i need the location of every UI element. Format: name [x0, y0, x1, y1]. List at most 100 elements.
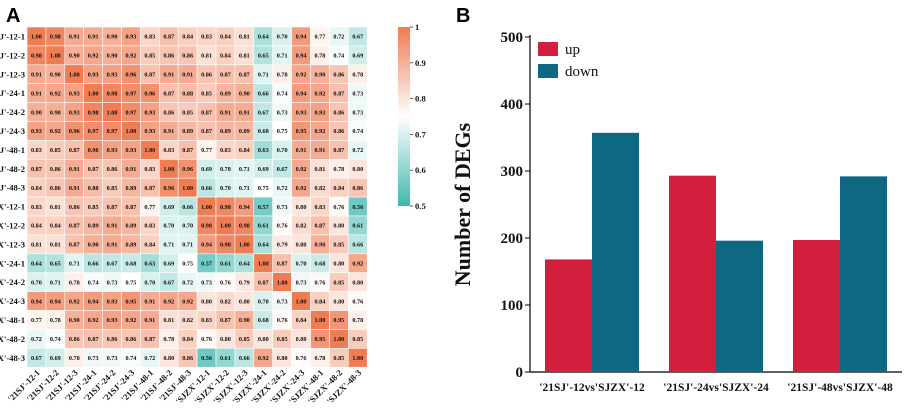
- heatmap-cell-value: 0.72: [182, 279, 193, 286]
- x-tick-label: '21SJ'-24vs'SJZX'-24: [663, 382, 769, 394]
- heatmap-cell-value: 0.70: [31, 279, 42, 286]
- heatmap-cell-value: 0.70: [220, 185, 231, 192]
- heatmap-cell-value: 0.80: [239, 298, 250, 305]
- heatmap-cell-value: 0.92: [50, 128, 61, 135]
- heatmap-cell-value: 0.86: [182, 53, 193, 60]
- heatmap-cell-value: 0.98: [107, 90, 118, 97]
- heatmap-cell-value: 0.84: [239, 147, 250, 154]
- heatmap-cell-value: 0.82: [182, 317, 193, 324]
- heatmap-cell-value: 0.86: [182, 355, 193, 362]
- heatmap-row-label: '21SJ'-48-3: [0, 183, 25, 193]
- heatmap-row-label: 'SJZX'-48-3: [0, 353, 25, 363]
- heatmap-cell-value: 0.69: [50, 355, 61, 362]
- heatmap-cell-value: 0.97: [126, 109, 137, 116]
- y-tick-label: 300: [501, 164, 524, 180]
- heatmap-cell-value: 0.88: [88, 185, 99, 192]
- heatmap-cell-value: 0.77: [144, 204, 155, 211]
- heatmap-cell-value: 0.97: [88, 128, 99, 135]
- heatmap-cell-value: 0.68: [315, 260, 326, 267]
- heatmap-cell-value: 0.91: [31, 71, 42, 78]
- heatmap-cell-value: 0.95: [333, 317, 344, 324]
- heatmap-cell-value: 1.00: [107, 109, 118, 116]
- heatmap-cell-value: 1.00: [277, 279, 288, 286]
- heatmap-cell-value: 0.87: [220, 71, 231, 78]
- heatmap-cell-value: 0.90: [69, 317, 80, 324]
- heatmap-cell-value: 1.00: [88, 90, 99, 97]
- heatmap-cell-value: 0.82: [220, 298, 231, 305]
- heatmap-cell-value: 0.85: [88, 204, 99, 211]
- heatmap-cell-value: 0.96: [88, 147, 99, 154]
- heatmap-cell-value: 0.83: [201, 34, 212, 41]
- heatmap-cell-value: 0.73: [107, 279, 118, 286]
- heatmap-cell-value: 0.73: [107, 355, 118, 362]
- heatmap-cell-value: 0.87: [144, 185, 155, 192]
- heatmap-cell-value: 1.00: [239, 242, 250, 249]
- heatmap-cell-value: 0.78: [315, 53, 326, 60]
- heatmap-cell-value: 0.87: [88, 336, 99, 343]
- heatmap-cell-value: 0.93: [107, 147, 118, 154]
- heatmap-cell-value: 0.86: [201, 71, 212, 78]
- colorbar: 0.5 0.6 0.7 0.8 0.9 1: [398, 22, 426, 211]
- bar-down: [840, 176, 887, 372]
- colorbar-tick-label: 0.9: [415, 58, 426, 68]
- heatmap-cell-value: 0.86: [163, 53, 174, 60]
- heatmap-cell-value: 0.86: [163, 109, 174, 116]
- heatmap-cell-value: 0.80: [258, 336, 269, 343]
- heatmap-cell-value: 0.69: [258, 166, 269, 173]
- heatmap-cell-value: 0.84: [144, 242, 155, 249]
- heatmap-cell-value: 0.80: [201, 298, 212, 305]
- heatmap-cell-value: 0.93: [315, 109, 326, 116]
- heatmap-cell-value: 0.74: [277, 90, 288, 97]
- heatmap-cell-value: 0.91: [88, 34, 99, 41]
- heatmap-cell-value: 0.94: [88, 298, 99, 305]
- heatmap-cell-value: 0.72: [333, 34, 344, 41]
- heatmap-cell-value: 0.86: [69, 204, 80, 211]
- heatmap-cell-value: 0.78: [277, 71, 288, 78]
- heatmap-cell-value: 0.86: [333, 128, 344, 135]
- heatmap-cell-value: 0.71: [69, 260, 80, 267]
- heatmap-cell-value: 0.80: [352, 166, 363, 173]
- heatmap-cell-value: 0.72: [31, 336, 42, 343]
- heatmap-cell-value: 0.67: [31, 355, 42, 362]
- heatmap-cell-value: 0.69: [163, 204, 174, 211]
- panel-b-letter: B: [456, 5, 470, 27]
- bar-down: [592, 132, 639, 372]
- heatmap-cell-value: 0.87: [126, 204, 137, 211]
- heatmap-cell-value: 0.85: [333, 279, 344, 286]
- heatmap-cell-value: 0.76: [333, 204, 344, 211]
- heatmap-cell-value: 1.00: [69, 71, 80, 78]
- heatmap-cell-value: 0.94: [296, 90, 307, 97]
- heatmap-row-label: '21SJ'-12-2: [0, 50, 25, 60]
- bar-up: [545, 259, 592, 372]
- x-tick-label: '21SJ'-12vs'SJZX'-12: [539, 382, 645, 394]
- heatmap-cell-value: 0.57: [258, 204, 269, 211]
- heatmap-cell-value: 0.70: [277, 147, 288, 154]
- heatmap-cell-value: 0.74: [50, 336, 61, 343]
- heatmap-cell-value: 0.91: [31, 90, 42, 97]
- heatmap-cell-value: 0.90: [315, 242, 326, 249]
- heatmap-cell-value: 0.87: [182, 147, 193, 154]
- heatmap-cell-value: 0.70: [258, 298, 269, 305]
- heatmap-cell-value: 0.91: [315, 147, 326, 154]
- heatmap-cell-value: 0.81: [50, 204, 61, 211]
- heatmap-cell-value: 0.81: [50, 242, 61, 249]
- heatmap-cell-value: 0.76: [220, 279, 231, 286]
- heatmap-cell-value: 0.67: [352, 34, 363, 41]
- heatmap-cell-value: 0.84: [50, 223, 61, 230]
- heatmap-cell-value: 0.90: [315, 71, 326, 78]
- heatmap-cell-value: 0.91: [107, 242, 118, 249]
- heatmap-cell-value: 0.90: [50, 71, 61, 78]
- heatmap-cell-value: 0.93: [69, 109, 80, 116]
- heatmap-cell-value: 0.64: [239, 260, 250, 267]
- heatmap-cell-value: 0.65: [50, 260, 61, 267]
- heatmap-cell-value: 0.73: [296, 279, 307, 286]
- heatmap-cell-value: 0.78: [50, 317, 61, 324]
- heatmap-cell-value: 0.88: [182, 90, 193, 97]
- heatmap-cell-value: 0.66: [182, 204, 193, 211]
- heatmap-cell-value: 0.71: [163, 242, 174, 249]
- colorbar-bar: [398, 27, 410, 206]
- heatmap-cell-value: 0.85: [333, 242, 344, 249]
- heatmap-cell-value: 0.85: [50, 147, 61, 154]
- heatmap-cell-value: 0.78: [333, 166, 344, 173]
- heatmap-cell-value: 0.80: [352, 279, 363, 286]
